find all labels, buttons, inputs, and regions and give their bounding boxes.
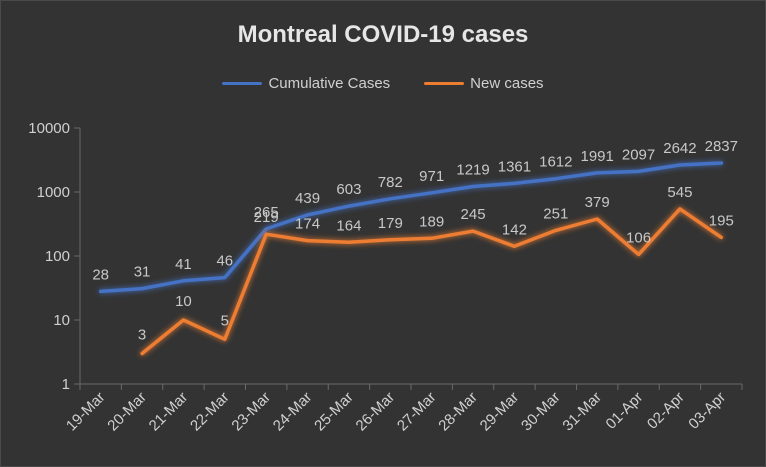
x-tick-label: 02-Apr — [644, 389, 688, 433]
data-label-new-cases: 3 — [138, 326, 146, 343]
legend-label-new-cases: New cases — [470, 75, 544, 92]
data-label-cumulative: 2097 — [622, 146, 655, 163]
data-label-new-cases: 106 — [626, 229, 651, 246]
x-tick-label: 29-Mar — [477, 389, 523, 435]
x-tick-label: 30-Mar — [518, 389, 564, 435]
data-label-cumulative: 28 — [92, 266, 109, 283]
data-label-new-cases: 195 — [709, 212, 734, 229]
x-tick-label: 03-Apr — [685, 389, 729, 433]
x-tick-label: 31-Mar — [559, 389, 605, 435]
data-label-cumulative: 782 — [378, 174, 403, 191]
data-label-cumulative: 439 — [295, 190, 320, 207]
x-tick-label: 19-Mar — [63, 389, 109, 435]
legend-swatch-new-cases — [424, 82, 465, 85]
legend: Cumulative Cases New cases — [1, 75, 765, 92]
x-tick-label: 22-Mar — [187, 389, 233, 435]
x-tick-label: 24-Mar — [270, 389, 316, 435]
data-label-cumulative: 1219 — [456, 161, 489, 178]
data-label-new-cases: 5 — [221, 312, 229, 329]
data-label-cumulative: 2837 — [705, 138, 738, 155]
data-label-new-cases: 10 — [175, 293, 192, 310]
data-label-cumulative: 971 — [419, 168, 444, 185]
data-label-new-cases: 174 — [295, 216, 320, 233]
x-tick-label: 28-Mar — [435, 389, 481, 435]
series-line-new-cases — [140, 207, 724, 356]
data-label-new-cases: 251 — [543, 205, 568, 222]
data-label-new-cases: 545 — [667, 184, 692, 201]
data-label-new-cases: 219 — [254, 209, 279, 226]
data-label-cumulative: 1612 — [539, 154, 572, 171]
x-tick-label: 27-Mar — [394, 389, 440, 435]
legend-item-cumulative: Cumulative Cases — [222, 75, 390, 92]
x-tick-label: 25-Mar — [311, 389, 357, 435]
x-tick-label: 26-Mar — [353, 389, 399, 435]
data-label-cumulative: 41 — [175, 256, 192, 273]
x-tick-label: 23-Mar — [228, 389, 274, 435]
data-label-cumulative: 1361 — [498, 158, 531, 175]
data-label-new-cases: 142 — [502, 221, 527, 238]
y-tick-label: 10 — [53, 312, 70, 329]
chart-title: Montreal COVID-19 cases — [237, 21, 529, 48]
data-label-cumulative: 265 — [254, 204, 279, 221]
series-line-cumulative — [98, 161, 724, 294]
x-tick-label: 20-Mar — [104, 389, 150, 435]
legend-swatch-cumulative — [222, 82, 263, 85]
data-label-cumulative: 46 — [216, 253, 233, 270]
legend-item-new-cases: New cases — [424, 75, 544, 92]
data-label-new-cases: 179 — [378, 215, 403, 232]
y-tick-label: 1000 — [37, 184, 70, 201]
data-label-new-cases: 164 — [336, 217, 361, 234]
data-label-cumulative: 1991 — [581, 148, 614, 165]
y-tick-label: 100 — [45, 248, 70, 265]
data-label-cumulative: 2642 — [663, 140, 696, 157]
data-label-new-cases: 189 — [419, 213, 444, 230]
data-label-cumulative: 603 — [336, 181, 361, 198]
x-tick-label: 21-Mar — [146, 389, 192, 435]
data-label-new-cases: 379 — [585, 194, 610, 211]
data-label-new-cases: 245 — [461, 206, 486, 223]
data-label-cumulative: 31 — [134, 264, 151, 281]
legend-label-cumulative: Cumulative Cases — [268, 75, 391, 92]
x-tick-label: 01-Apr — [603, 389, 647, 433]
y-tick-label: 10000 — [28, 120, 70, 137]
y-tick-label: 1 — [62, 376, 70, 393]
